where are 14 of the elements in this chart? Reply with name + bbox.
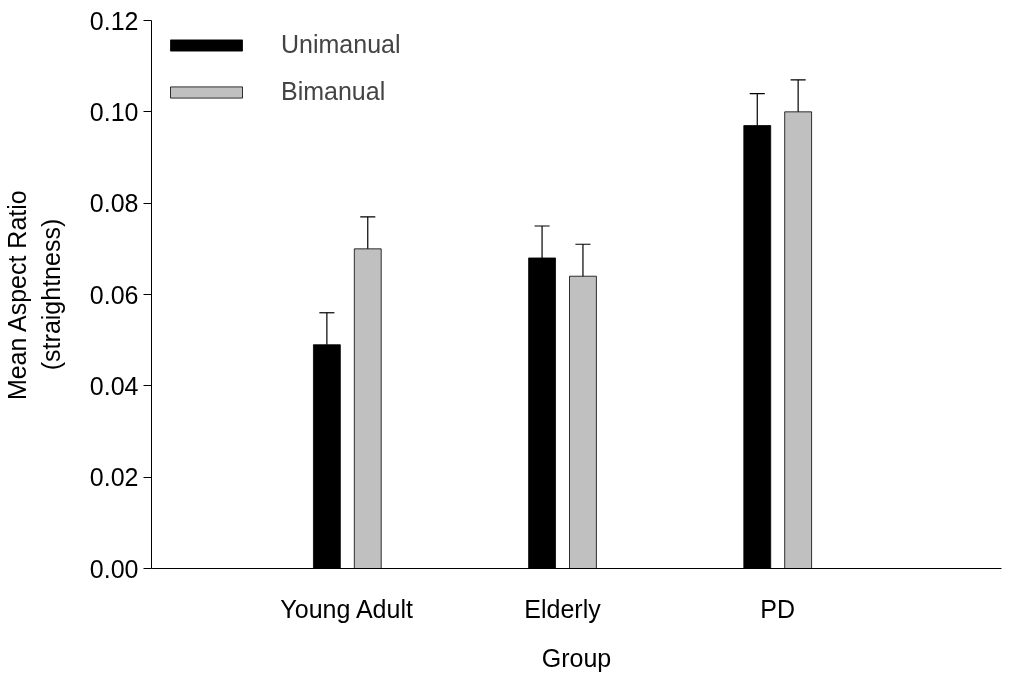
y-tick-label: 0.12 — [89, 6, 139, 35]
x-tick-label: PD — [760, 594, 796, 623]
x-tick-label: Young Adult — [280, 594, 413, 623]
y-tick-label: 0.06 — [89, 280, 139, 309]
legend-label: Unimanual — [281, 30, 401, 59]
y-axis-title: Mean Aspect Ratio (straightness) — [3, 190, 65, 401]
y-tick-label: 0.10 — [89, 97, 139, 126]
legend-label: Bimanual — [281, 77, 386, 106]
x-tick-label: Elderly — [524, 594, 602, 623]
x-axis-title: Group — [541, 643, 612, 672]
y-tick-label: 0.02 — [89, 463, 139, 492]
y-tick-label: 0.04 — [89, 371, 139, 400]
y-tick-label: 0.00 — [89, 554, 139, 583]
y-tick-label: 0.08 — [89, 189, 139, 218]
